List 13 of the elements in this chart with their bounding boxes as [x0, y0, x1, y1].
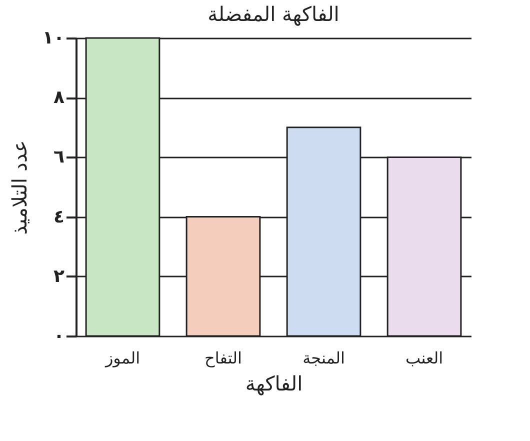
- x-tick-label: المنجة: [302, 348, 345, 368]
- x-axis-title: الفاكهة: [245, 372, 303, 396]
- y-axis-title: عدد التلاميذ: [8, 140, 32, 235]
- y-tick-label: ٤: [54, 206, 64, 228]
- y-tick-label: ٠: [54, 326, 64, 346]
- x-tick-label: الموز: [104, 348, 140, 368]
- x-tick-label: التفاح: [204, 348, 242, 368]
- y-tick-label: ١٠: [42, 28, 64, 48]
- y-tick-label: ٢: [54, 266, 64, 287]
- y-tick-label: ٨: [54, 87, 64, 108]
- y-tick-label: ٦: [54, 146, 64, 168]
- x-tick-label: العنب: [405, 348, 444, 368]
- chart-title: الفاكهة المفضلة: [208, 2, 340, 26]
